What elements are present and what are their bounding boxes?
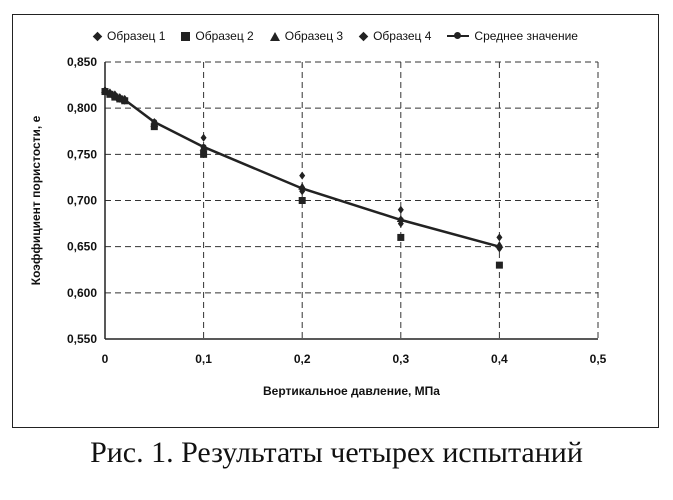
series-2-point [397,234,404,241]
series-1-point [398,206,404,214]
x-tick-label: 0,3 [392,352,409,366]
average-point [151,119,157,125]
chart-plot-svg: 0,550 0,600 0,650 0,700 0,750 0,800 0,850 0 0,1 0… [13,15,658,427]
series-1-point [496,233,502,241]
y-tick-label: 0,700 [67,194,97,208]
x-tick-label: 0,5 [590,352,607,366]
chart-frame: Образец 1 Образец 2 Образец 3 Образец 4 … [12,14,659,428]
average-point [496,244,502,250]
x-tick-label: 0,4 [491,352,508,366]
series-1-point [299,172,305,180]
y-tick-label: 0,850 [67,55,97,69]
y-tick-label: 0,600 [67,286,97,300]
series-2-point [496,262,503,269]
y-tick-label: 0,650 [67,240,97,254]
x-tick-label: 0 [102,352,109,366]
y-tick-label: 0,550 [67,332,97,346]
series-2-point [299,197,306,204]
series-1-point [201,134,207,142]
x-tick-label: 0,2 [294,352,311,366]
y-axis-title: Коэффициент пористости, е [29,115,43,285]
figure-caption: Рис. 1. Результаты четырех испытаний [0,436,673,470]
average-point [201,144,207,150]
average-point [398,217,404,223]
average-point [122,97,128,103]
average-point [299,185,305,191]
y-tick-label: 0,800 [67,101,97,115]
x-tick-label: 0,1 [195,352,212,366]
y-tick-label: 0,750 [67,147,97,161]
x-axis-title: Вертикальное давление, МПа [263,384,440,398]
